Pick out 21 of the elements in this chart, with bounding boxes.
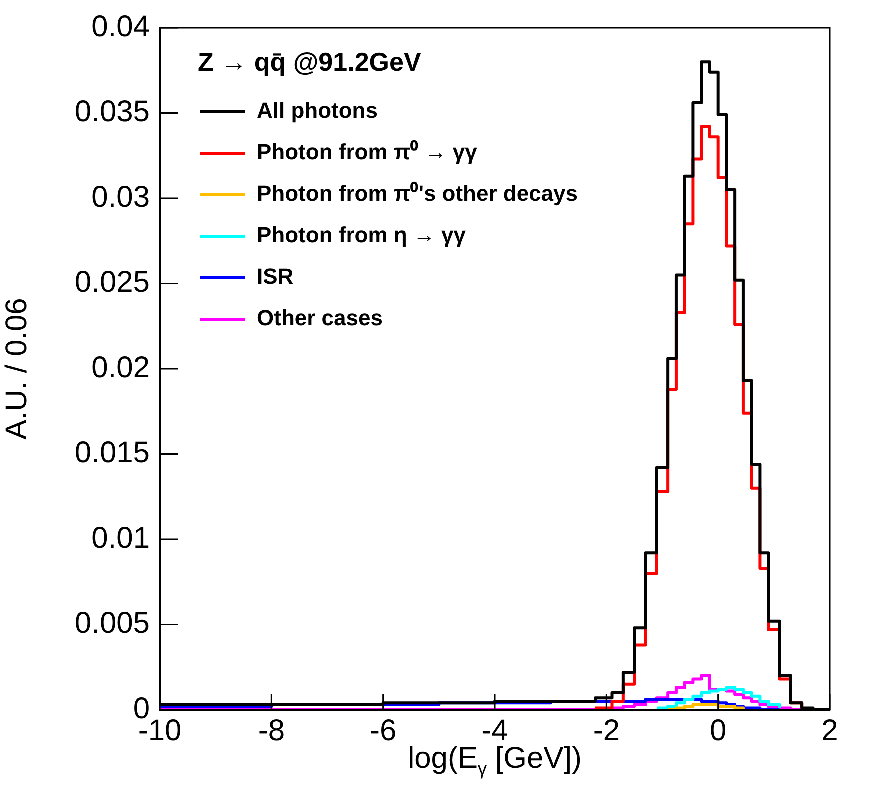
y-tick-label: 0.03 [92,180,150,214]
y-axis-title: A.U. / 0.06 [0,298,34,440]
x-tick-label: 0 [710,714,727,748]
y-tick-label: 0.035 [74,96,150,129]
legend-label: All photons [257,98,378,124]
y-tick-label: 0.01 [92,522,150,555]
x-tick-label: -6 [370,714,397,748]
annotation: Z → qq̄ @91.2GeV [198,47,422,78]
legend-label: Photon from π⁰'s other decays [257,181,578,206]
y-tick-label: 0.005 [74,607,150,640]
legend-label: Other cases [257,306,383,331]
legend-label: ISR [257,264,294,290]
y-tick-label: 0.04 [92,10,150,44]
x-tick-label: -8 [258,714,286,748]
legend-label: Photon from η → γγ [257,222,467,248]
y-tick-label: 0.025 [74,266,150,300]
legend-label: Photon from π⁰ → γγ [257,140,478,165]
y-tick-label: 0.015 [74,436,150,470]
x-tick-label: 2 [822,714,838,748]
x-tick-label: -2 [593,714,620,748]
y-tick-label: 0.02 [92,351,150,384]
